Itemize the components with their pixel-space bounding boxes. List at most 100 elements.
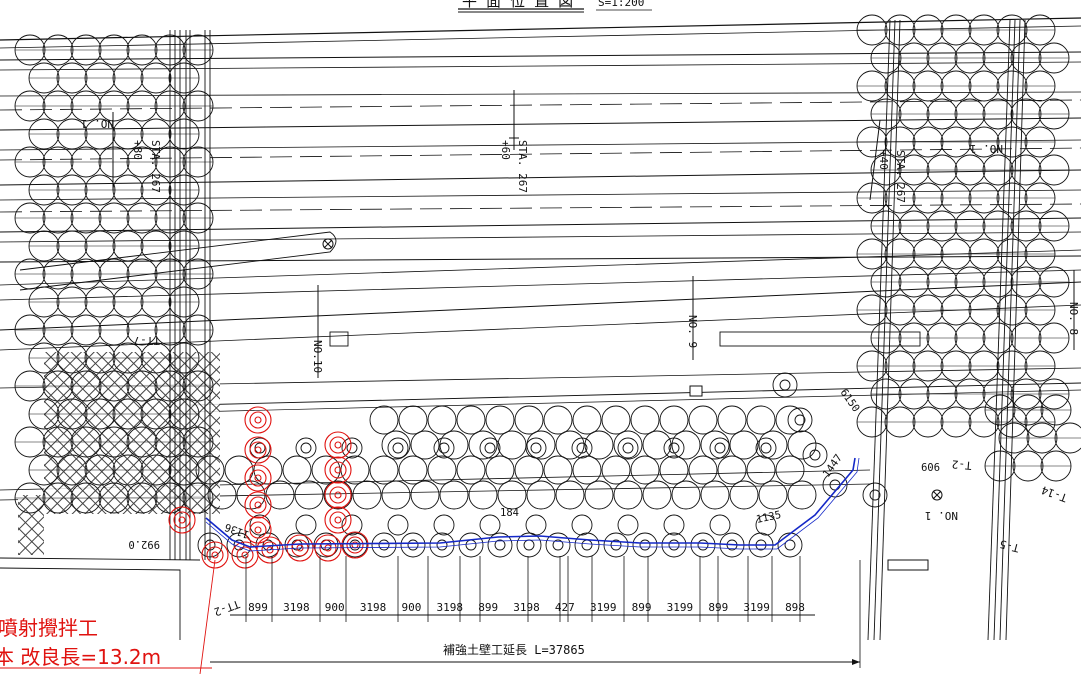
- pile-core: [254, 442, 266, 454]
- station-label-2: STA. 267: [149, 140, 162, 193]
- lower-left-boundary: [0, 557, 216, 674]
- seg-dim-1: 992.0: [128, 538, 160, 550]
- pile-circle: [429, 532, 455, 558]
- jet-grout-circle: [244, 406, 272, 434]
- pile-circle: [755, 437, 777, 459]
- jet-grout-note: 噴射攪拌工 本 改良長=13.2m: [0, 616, 212, 669]
- jet-grout-circle: [244, 464, 272, 492]
- pile-circle: [617, 514, 639, 536]
- station-plus-3: +40: [877, 150, 890, 170]
- jet-grout-circle: [324, 481, 352, 509]
- jet-grout-circle: [256, 536, 284, 564]
- pile-circle: [295, 514, 317, 536]
- dim-value: 3199: [667, 601, 694, 614]
- tree-circle: [381, 480, 411, 510]
- tree-circle: [526, 480, 556, 510]
- dim-value: 899: [632, 601, 652, 614]
- station-plus-2: +80: [131, 140, 144, 160]
- tree-circle: [456, 455, 486, 485]
- tree-circle: [369, 405, 399, 435]
- pile-core: [392, 442, 404, 454]
- pile-circle: [663, 437, 685, 459]
- pile-core: [552, 539, 564, 551]
- jet-grout-circle: [244, 491, 272, 519]
- tree-circle: [555, 430, 585, 460]
- dim-value: 3199: [743, 601, 770, 614]
- pile-core: [809, 449, 821, 461]
- pile-circle: [341, 437, 363, 459]
- number-label-b: NO. 1: [970, 142, 1003, 155]
- drawing-title: 平 面 位 置 図 S=1:200: [458, 0, 652, 13]
- total-length-dimension: 補強土壁工延長 L=37865: [210, 560, 861, 668]
- pile-circle: [525, 437, 547, 459]
- jet-grout-core: [254, 416, 262, 424]
- jet-grout-circle: [201, 541, 229, 569]
- pile-circle: [777, 532, 803, 558]
- station-plus-1: +60: [499, 140, 512, 160]
- tree-circle: [642, 430, 672, 460]
- jet-grout-core: [334, 441, 342, 449]
- tree-circle: [340, 455, 370, 485]
- pile-circle: [487, 532, 513, 558]
- tree-circle: [601, 405, 631, 435]
- jet-grout-core: [334, 516, 342, 524]
- reinforced-wall-line: [205, 457, 856, 548]
- number-label-9: NO. 9: [686, 315, 699, 348]
- tree-circle: [468, 480, 498, 510]
- title-text: 平 面 位 置 図: [462, 0, 573, 10]
- pile-circle: [571, 514, 593, 536]
- tree-circle: [468, 430, 498, 460]
- dim-value: 900: [401, 601, 421, 614]
- pile-core: [378, 539, 390, 551]
- pile-circle: [341, 514, 363, 536]
- dimension-chain: 899 3198 900 3198 900 3198 899 3198 427 3199 899 31…: [230, 556, 815, 622]
- tree-circle: [717, 405, 747, 435]
- pile-circle: [433, 514, 455, 536]
- pile-circle: [226, 532, 252, 558]
- tree-circle: [282, 455, 312, 485]
- tree-circle: [514, 455, 544, 485]
- tree-circle: [398, 455, 428, 485]
- pile-core: [576, 442, 588, 454]
- tree-circle: [456, 405, 486, 435]
- tree-circle: [630, 405, 660, 435]
- pile-core: [668, 539, 680, 551]
- pile-label-tt7: TT-7: [134, 334, 161, 347]
- pile-circle: [433, 437, 455, 459]
- dim-value: 427: [555, 601, 575, 614]
- station-label-3: STA. 267: [894, 150, 907, 203]
- tree-circle: [572, 405, 602, 435]
- pile-core: [530, 442, 542, 454]
- tree-circle: [688, 405, 718, 435]
- tree-circle: [746, 455, 776, 485]
- jet-grout-circle: [341, 531, 369, 559]
- jet-grout-ring: [249, 469, 267, 487]
- tree-circle: [253, 455, 283, 485]
- tree-circle: [700, 430, 730, 460]
- jet-grout-ring: [249, 496, 267, 514]
- tree-circle: [787, 480, 817, 510]
- tree-circle: [700, 480, 730, 510]
- number-label-10: NO.10: [311, 340, 324, 373]
- tree-circle: [642, 480, 672, 510]
- tree-circle: [439, 480, 469, 510]
- number-label-c: NO. 1: [925, 509, 958, 522]
- tree-circle: [514, 405, 544, 435]
- number-label-8: NO. 8: [1067, 302, 1080, 335]
- pile-circle: [313, 532, 339, 558]
- jet-grout-ring: [249, 521, 267, 539]
- jet-grout-ring: [329, 511, 347, 529]
- pile-core: [784, 539, 796, 551]
- pile-core: [438, 442, 450, 454]
- dim-value: 3198: [283, 601, 310, 614]
- pile-core: [436, 539, 448, 551]
- pile-label-t14: T-14: [1039, 483, 1069, 504]
- pile-core: [639, 539, 651, 551]
- jet-grout-ring: [236, 546, 254, 564]
- pile-circle: [663, 514, 685, 536]
- pile-core: [779, 379, 791, 391]
- tree-circle: [729, 480, 759, 510]
- pile-core: [869, 489, 881, 501]
- pile-circle: [479, 437, 501, 459]
